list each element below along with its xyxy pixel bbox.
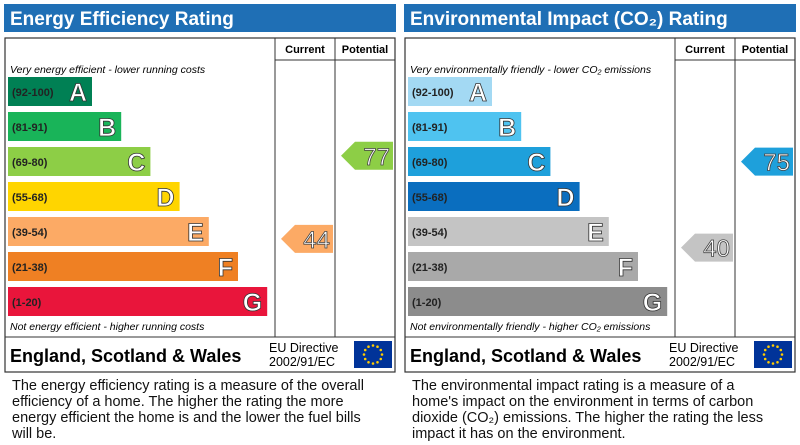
flag-star [771,362,775,365]
panel-title: Environmental Impact (CO₂) Rating [410,9,728,30]
rating-band [408,77,492,106]
band-letter: G [243,289,262,317]
rating-arrow [741,147,793,176]
flag-star [371,344,375,347]
band-letter: B [98,114,116,142]
band-range: (21-38) [12,262,48,274]
column-header: Potential [742,44,788,56]
flag-star [379,357,383,361]
rating-band [408,217,609,246]
flag-star [771,344,775,347]
band-letter: E [587,219,604,247]
directive: EU Directive [669,341,739,355]
directive: 2002/91/EC [669,355,735,369]
flag-star [762,353,766,356]
flag-star [776,360,779,364]
directive: EU Directive [269,341,339,355]
rating-value: 40 [703,236,730,263]
band-range: (39-54) [12,227,48,239]
bottom-note: Not energy efficient - higher running co… [10,321,205,333]
rating-band [8,287,268,316]
rating-arrow [341,141,393,170]
band-range: (55-68) [412,192,448,204]
rating-band [408,287,668,316]
band-range: (69-80) [12,157,48,169]
rating-band [408,252,638,281]
epc-graphic: Energy Efficiency Rating Current Potential… [4,4,796,373]
band-range: (1-20) [12,297,42,309]
rating-band [8,182,180,211]
rating-band [408,112,522,141]
band-range: (81-91) [412,122,448,134]
rating-band [8,77,92,106]
rating-value: 44 [303,227,330,254]
frame [404,37,796,373]
flag-star [779,357,783,361]
band-letter: B [498,114,516,142]
rating-arrow [681,233,733,262]
region: England, Scotland & Wales [10,346,241,366]
band-letter: A [69,79,87,107]
flag-star [367,345,370,349]
flag-star [363,357,367,361]
flag-star [779,348,783,352]
band-range: (39-54) [412,227,448,239]
rating-value: 77 [363,144,390,171]
flag-star [367,360,370,364]
column-header: Current [685,44,725,56]
band-range: (21-38) [412,262,448,274]
rating-arrow [281,224,333,253]
band-letter: F [618,254,633,282]
top-note: Very environmentally friendly - lower CO… [410,64,652,76]
flag-star [780,353,784,356]
flag-star [363,348,367,352]
title-bar [4,4,396,32]
band-letter: C [527,149,545,177]
column-header: Potential [342,44,388,56]
bottom-note: Not environmentally friendly - higher CO… [410,321,651,333]
rating-band [8,252,238,281]
band-letter: A [469,79,487,107]
band-range: (92-100) [12,87,54,99]
panel-title: Energy Efficiency Rating [10,9,234,30]
flag-star [376,360,379,364]
flag-star [776,345,779,349]
flag-star [380,353,384,356]
flag-star [767,360,770,364]
flag-star [362,353,366,356]
rating-band [8,112,122,141]
flag-star [376,345,379,349]
flag-star [763,357,767,361]
band-letter: F [218,254,233,282]
flag-star [371,362,375,365]
band-range: (1-20) [412,297,442,309]
flag-star [767,345,770,349]
title-bar [404,4,796,32]
rating-band [408,182,580,211]
description: The energy efficiency rating is a measur… [12,378,364,442]
rating-band [8,217,209,246]
band-range: (55-68) [12,192,48,204]
rating-band [408,147,551,176]
band-letter: D [157,184,175,212]
rating-value: 75 [763,150,790,177]
band-letter: C [127,149,145,177]
column-header: Current [285,44,325,56]
description: The environmental impact rating is a mea… [412,378,764,442]
flag-star [379,348,383,352]
frame [4,37,396,373]
band-range: (92-100) [412,87,454,99]
band-range: (69-80) [412,157,448,169]
band-letter: E [187,219,204,247]
flag-star [763,348,767,352]
directive: 2002/91/EC [269,355,335,369]
band-letter: G [643,289,662,317]
band-letter: D [557,184,575,212]
band-range: (81-91) [12,122,48,134]
top-note: Very energy efficient - lower running co… [10,64,206,76]
rating-band [8,147,151,176]
region: England, Scotland & Wales [410,346,641,366]
